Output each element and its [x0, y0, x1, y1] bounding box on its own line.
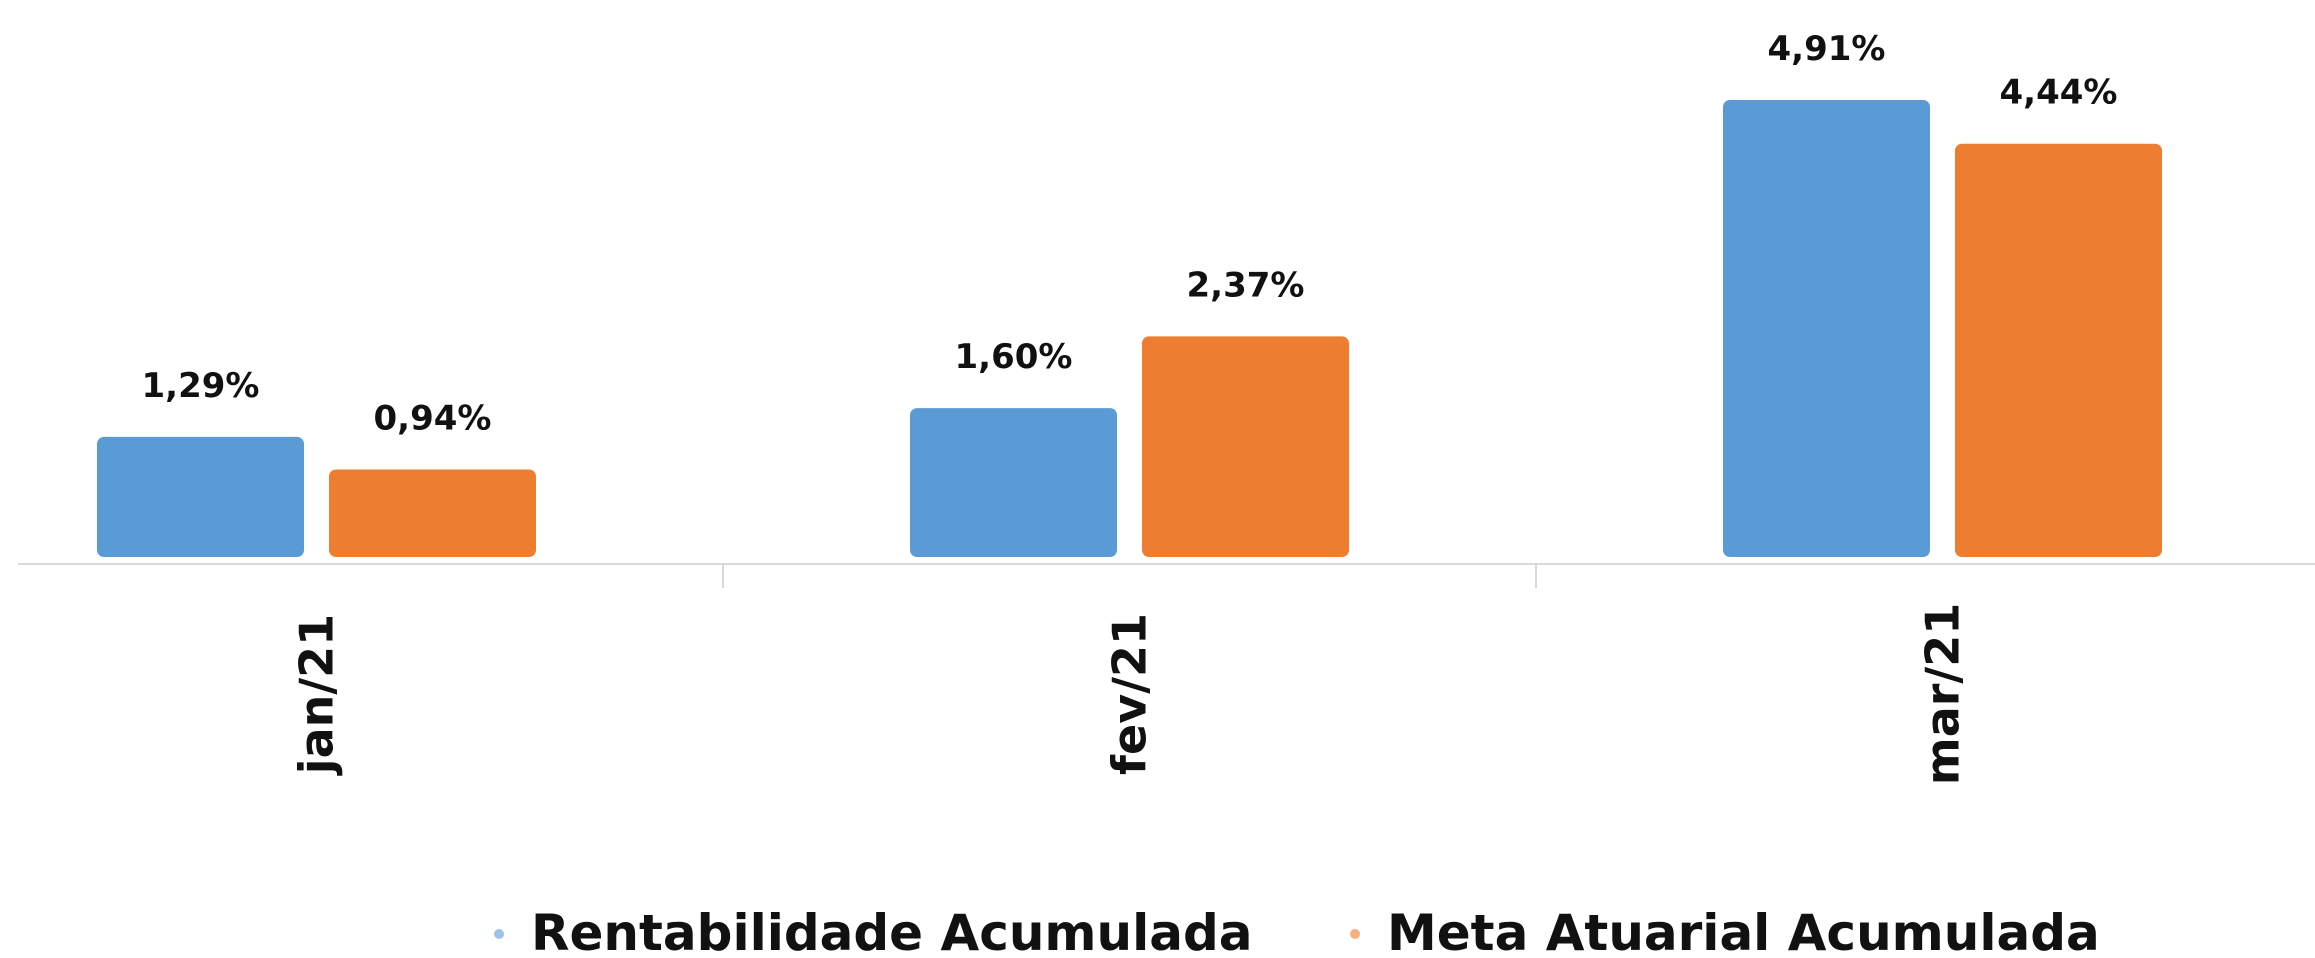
- legend-label: Meta Atuarial Acumulada: [1387, 904, 2100, 958]
- bar: [1723, 100, 1930, 557]
- x-tick-label: jan/21: [290, 614, 344, 776]
- x-tick-label: mar/21: [1916, 603, 1970, 785]
- data-label: 4,91%: [1768, 29, 1886, 69]
- data-label: 1,29%: [142, 366, 260, 406]
- bar: [910, 408, 1117, 557]
- bar: [329, 469, 536, 557]
- data-label: 0,94%: [374, 399, 492, 439]
- legend-label: Rentabilidade Acumulada: [531, 904, 1253, 958]
- bar: [97, 436, 304, 557]
- data-label: 4,44%: [2000, 73, 2118, 113]
- legend-marker: [1350, 929, 1360, 939]
- bar: [1142, 336, 1349, 557]
- legend-marker: [494, 929, 504, 939]
- data-label: 2,37%: [1187, 265, 1305, 305]
- data-label: 1,60%: [955, 337, 1073, 377]
- x-tick-label: fev/21: [1103, 613, 1157, 775]
- bar: [1955, 143, 2162, 557]
